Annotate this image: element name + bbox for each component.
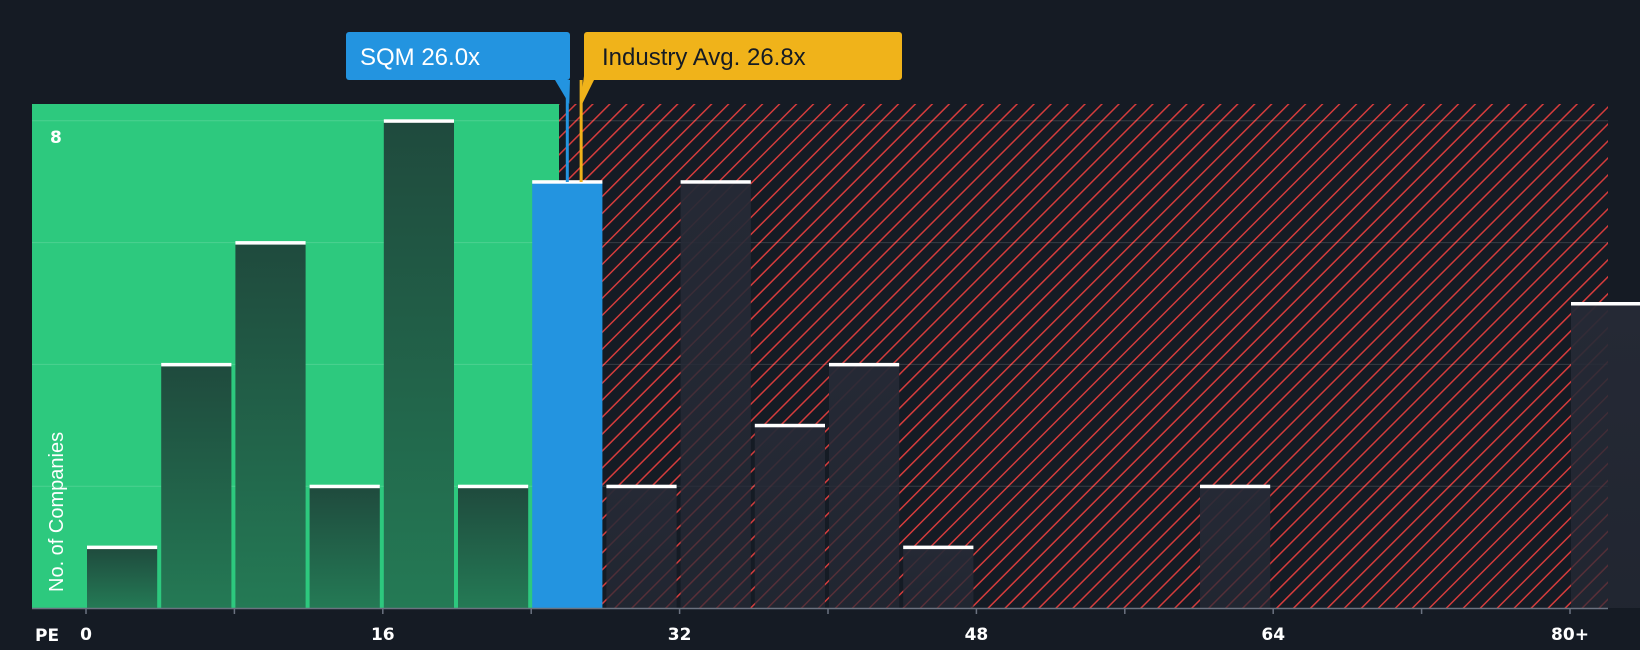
histogram-bar xyxy=(829,364,900,608)
histogram-bar xyxy=(309,486,380,608)
x-axis-label: PE xyxy=(35,626,59,646)
histogram-bar xyxy=(680,181,751,608)
bar-cap xyxy=(903,545,974,550)
x-tick-label: 64 xyxy=(1261,625,1285,645)
y-axis-ticks: 8 xyxy=(50,128,62,148)
industry-callout-label: Industry Avg. 26.8x xyxy=(602,44,806,71)
x-tick-label: 80+ xyxy=(1551,625,1589,645)
histogram-bar xyxy=(1571,303,1640,608)
industry-callout-box xyxy=(584,32,902,80)
bar-cap xyxy=(1571,302,1640,306)
histogram-bar xyxy=(161,364,232,608)
subject-callout-label: SQM 26.0x xyxy=(360,44,480,71)
bar-cap xyxy=(235,241,306,245)
x-tick-label: 0 xyxy=(80,625,92,645)
x-tick-label: 48 xyxy=(965,625,989,645)
bar-cap xyxy=(309,484,380,489)
industry-callout: Industry Avg. 26.8x xyxy=(579,32,902,182)
histogram-bar xyxy=(235,242,306,608)
y-axis-label: No. of Companies xyxy=(46,432,68,592)
histogram-bar xyxy=(606,486,677,608)
subject-callout-pointer xyxy=(555,80,570,104)
bar-cap xyxy=(606,484,677,489)
histogram-bar xyxy=(754,425,825,608)
bar-cap xyxy=(458,484,529,489)
x-axis-ticks: 0 16 32 48 64 80+ xyxy=(80,608,1589,645)
bar-cap xyxy=(87,545,158,550)
bar-cap xyxy=(680,180,751,184)
x-tick-label: 32 xyxy=(668,625,692,645)
industry-callout-pointer xyxy=(580,76,596,104)
x-tick-label: 16 xyxy=(371,625,395,645)
histogram-bar xyxy=(903,547,974,608)
histogram-bar xyxy=(383,120,454,609)
histogram-bar xyxy=(87,547,158,608)
bar-cap xyxy=(1200,484,1271,489)
subject-callout-box xyxy=(346,32,570,80)
histogram-bar xyxy=(458,486,529,608)
subject-callout: SQM 26.0x xyxy=(346,32,570,182)
bar-cap xyxy=(829,362,900,367)
bar-cap xyxy=(161,362,232,367)
bar-cap xyxy=(383,119,454,123)
histogram-bars xyxy=(87,119,1640,609)
histogram-bar xyxy=(532,181,603,608)
histogram-bar xyxy=(1200,486,1271,608)
bar-cap xyxy=(754,423,825,428)
y-tick-label: 8 xyxy=(50,128,62,148)
